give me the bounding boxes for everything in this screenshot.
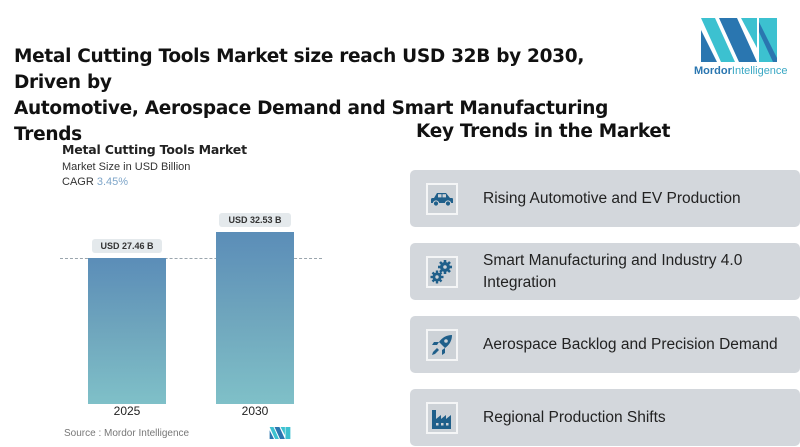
trend-label: Smart Manufacturing and Industry 4.0 Int…: [483, 251, 743, 291]
trend-card-automotive: Rising Automotive and EV Production: [410, 170, 800, 227]
mordor-logo-icon: [701, 18, 777, 62]
trend-card-aerospace: Aerospace Backlog and Precision Demand: [410, 316, 800, 373]
gears-icon: [426, 256, 458, 288]
car-icon: [426, 183, 458, 215]
cagr-label: CAGR: [62, 176, 94, 188]
x-label-2025: 2025: [113, 404, 141, 418]
reference-dashed-line: [60, 258, 322, 259]
rocket-icon: [426, 329, 458, 361]
bar-2025: [88, 258, 166, 404]
trend-label: Aerospace Backlog and Precision Demand: [483, 335, 778, 353]
cagr-text: CAGR 3.45%: [62, 176, 128, 188]
headline-line-1: Metal Cutting Tools Market size reach US…: [14, 46, 585, 93]
trend-card-smart-manufacturing: Smart Manufacturing and Industry 4.0 Int…: [410, 243, 800, 300]
chart-panel: Metal Cutting Tools Market Market Size i…: [0, 130, 400, 447]
bar-label-2030: USD 32.53 B: [219, 213, 291, 227]
bar-label-2025: USD 27.46 B: [92, 239, 162, 253]
mordor-logo: MordorIntelligence: [694, 18, 788, 82]
trend-label: Regional Production Shifts: [483, 408, 666, 426]
trend-label: Rising Automotive and EV Production: [483, 189, 741, 207]
logo-wordmark: MordorIntelligence: [694, 65, 788, 77]
bar-2030: [216, 232, 294, 404]
trends-title: Key Trends in the Market: [416, 121, 671, 142]
bar-chart: USD 27.46 B USD 32.53 B: [60, 210, 322, 404]
headline-line-2: Automotive, Aerospace Demand and Smart M…: [14, 98, 609, 145]
x-label-2030: 2030: [241, 404, 269, 418]
chart-title: Metal Cutting Tools Market: [62, 142, 247, 157]
mordor-mini-logo-icon: [269, 427, 291, 439]
cagr-value: 3.45%: [96, 176, 129, 188]
factory-icon: [426, 402, 458, 434]
chart-subtitle: Market Size in USD Billion: [62, 161, 191, 173]
trend-card-regional: Regional Production Shifts: [410, 389, 800, 446]
page-headline: Metal Cutting Tools Market size reach US…: [14, 44, 654, 148]
source-note: Source : Mordor Intelligence: [64, 428, 190, 439]
